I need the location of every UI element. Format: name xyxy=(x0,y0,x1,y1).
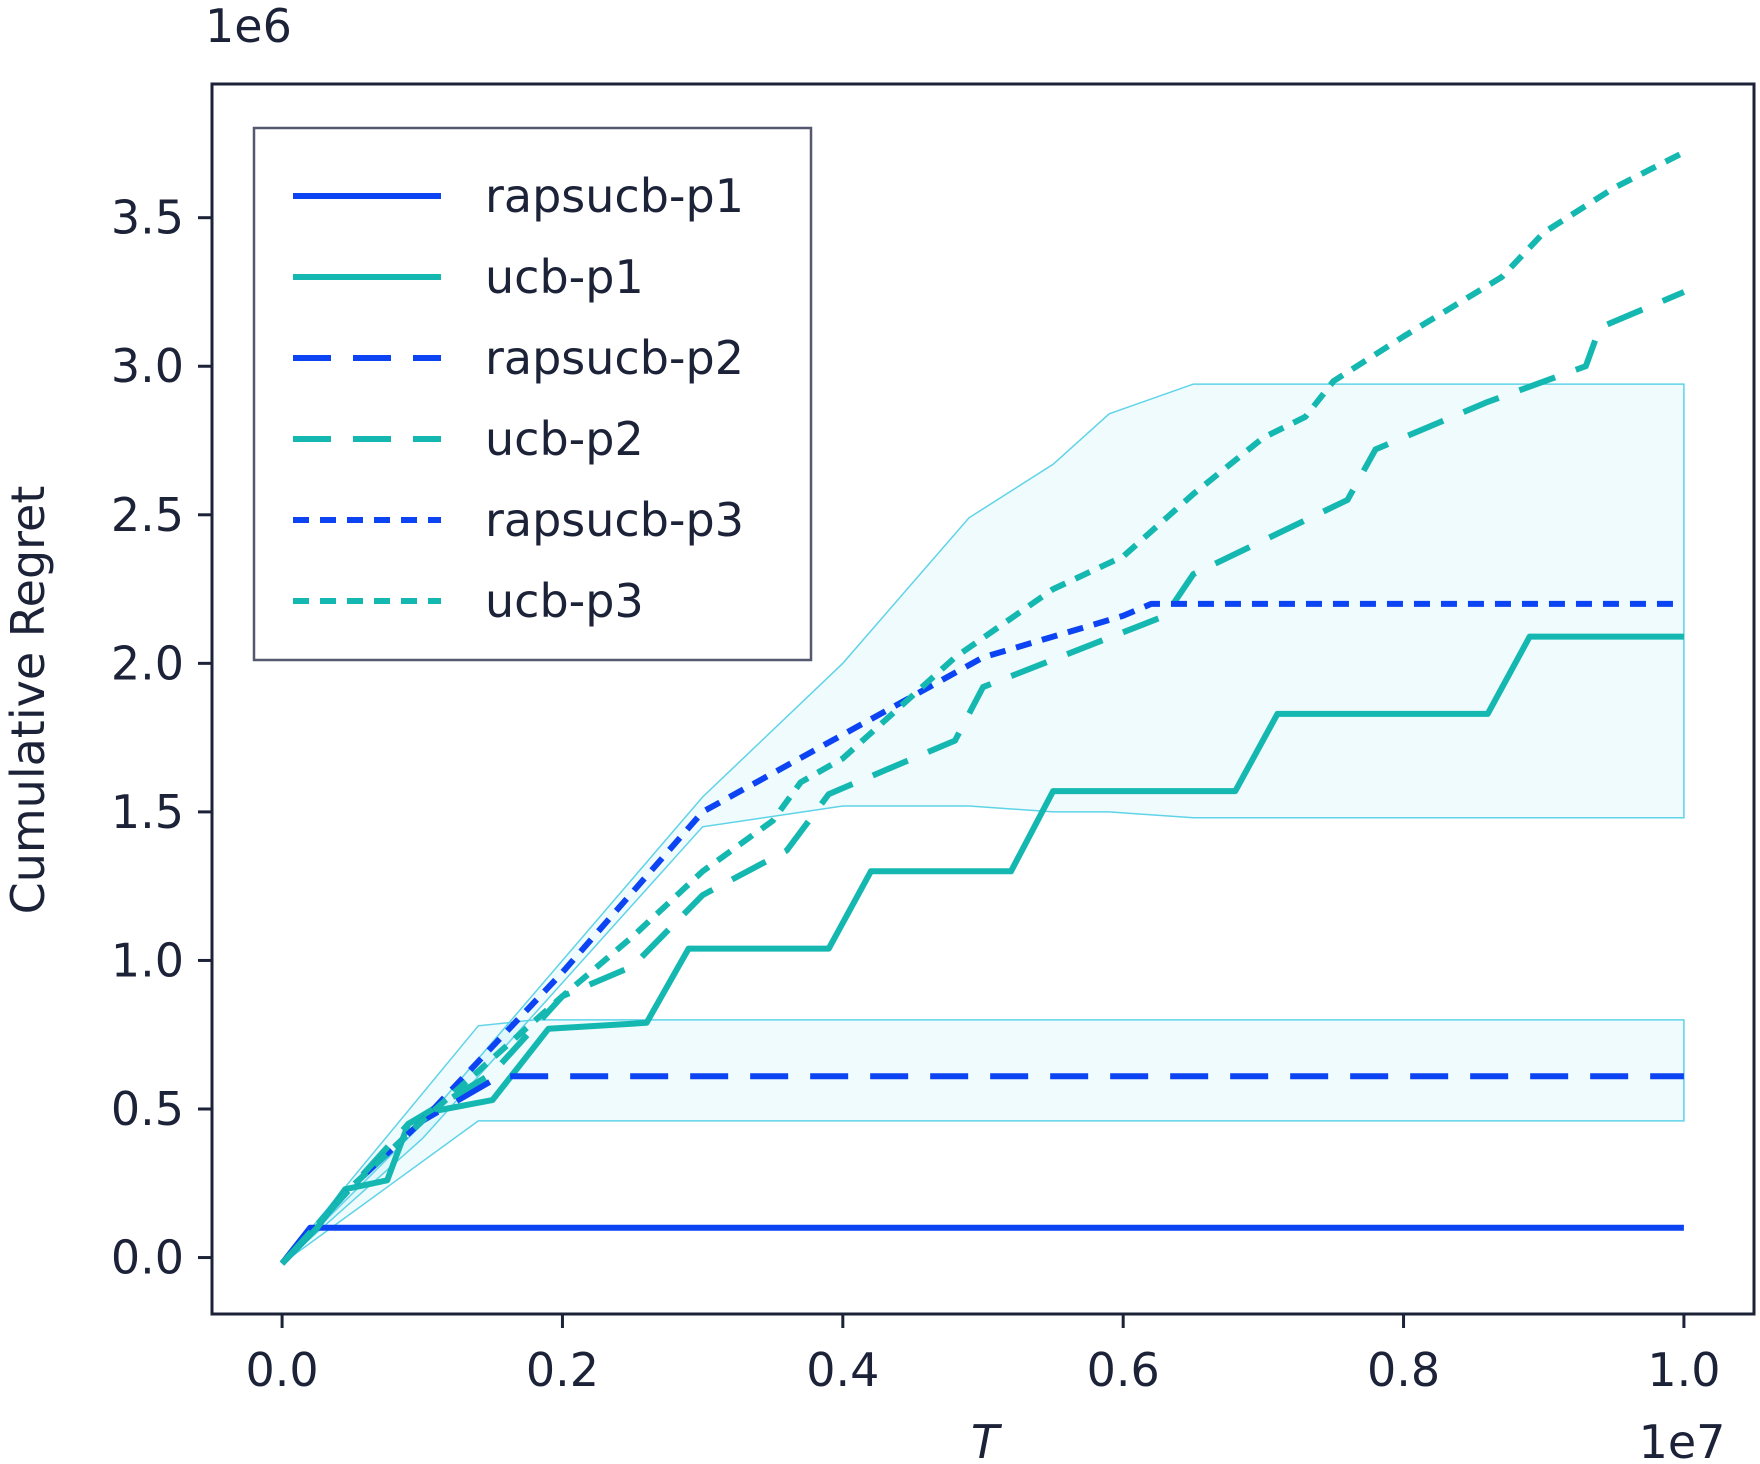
x-tick-label: 0.6 xyxy=(1087,1343,1160,1397)
y-tick-label: 1.0 xyxy=(111,933,184,987)
x-offset-label: 1e7 xyxy=(1639,1415,1726,1464)
y-axis-label: Cumulative Regret xyxy=(1,486,55,915)
y-offset-label: 1e6 xyxy=(205,0,292,53)
y-axis: 0.0 0.5 1.0 1.5 2.0 2.5 3.0 3.5 xyxy=(111,191,212,1285)
y-tick-label: 2.0 xyxy=(111,636,184,690)
plot-frame xyxy=(210,82,1756,1316)
x-tick-label: 0.8 xyxy=(1367,1343,1440,1397)
y-tick-label: 3.0 xyxy=(111,339,184,393)
series-line-ucb-p3 xyxy=(279,149,1686,1266)
y-tick-label: 1.5 xyxy=(111,785,184,839)
legend-label-ucb-p1: ucb-p1 xyxy=(485,250,644,304)
legend: rapsucb-p1 ucb-p1 rapsucb-p2 ucb-p2 rapsucb-… xyxy=(252,126,813,662)
series-lines xyxy=(279,149,1686,1266)
series-line-rapsucb-p1 xyxy=(279,1224,1684,1266)
y-tick-label: 0.5 xyxy=(111,1082,184,1136)
x-tick-label: 0.4 xyxy=(806,1343,879,1397)
legend-label-ucb-p2: ucb-p2 xyxy=(485,412,644,466)
series-line-ucb-p2 xyxy=(279,289,1686,1266)
x-tick-label: 0.2 xyxy=(526,1343,599,1397)
legend-frame xyxy=(252,126,813,662)
x-tick-label: 0.0 xyxy=(246,1343,319,1397)
x-axis: 0.0 0.2 0.4 0.6 0.8 1.0 xyxy=(246,1314,1720,1397)
legend-label-rapsucb-p3: rapsucb-p3 xyxy=(485,493,744,547)
series-line-ucb-p1 xyxy=(279,633,1684,1266)
x-axis-label: T xyxy=(971,1415,1003,1464)
legend-label-ucb-p3: ucb-p3 xyxy=(485,574,644,628)
legend-label-rapsucb-p2: rapsucb-p2 xyxy=(485,331,744,385)
x-tick-label: 1.0 xyxy=(1647,1343,1720,1397)
y-tick-label: 3.5 xyxy=(111,191,184,245)
y-tick-label: 0.0 xyxy=(111,1231,184,1285)
y-tick-label: 2.5 xyxy=(111,488,184,542)
legend-label-rapsucb-p1: rapsucb-p1 xyxy=(485,169,744,223)
confidence-band-2 xyxy=(281,1019,1685,1265)
